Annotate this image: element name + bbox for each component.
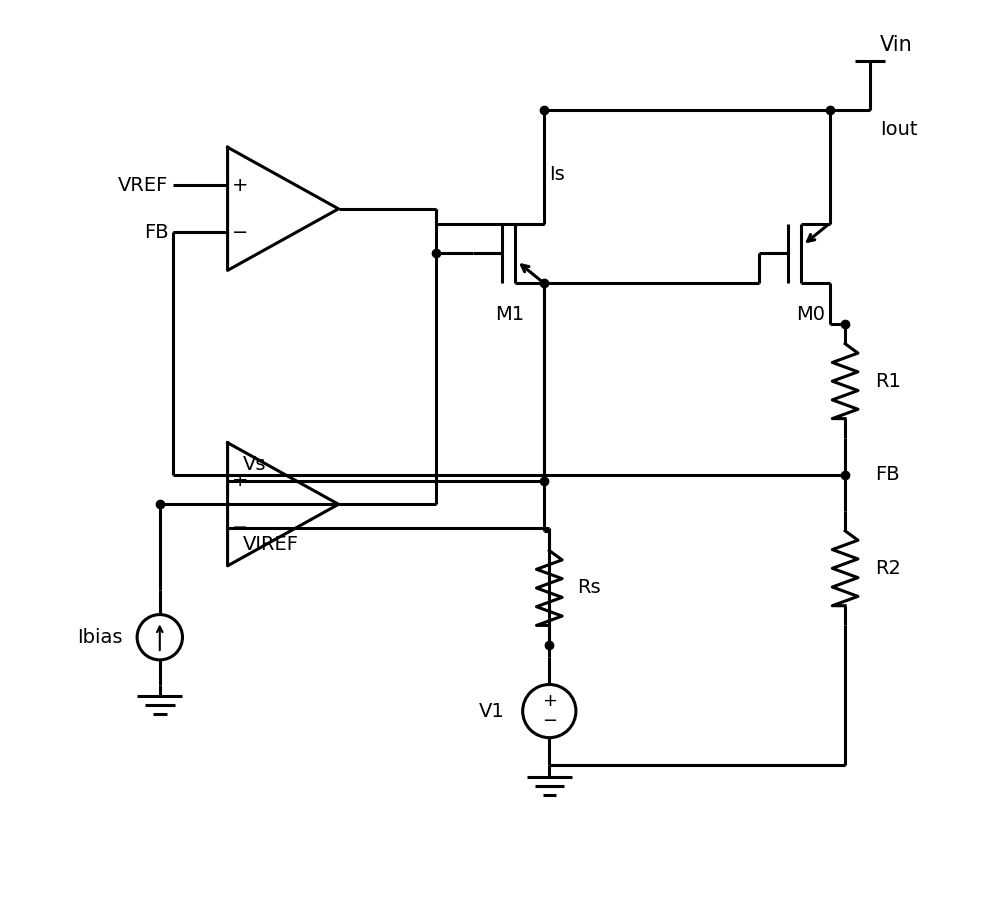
Text: R1: R1 bbox=[875, 371, 901, 391]
Text: Rs: Rs bbox=[577, 578, 601, 597]
Text: VIREF: VIREF bbox=[242, 534, 298, 554]
Text: Ibias: Ibias bbox=[77, 628, 122, 647]
Text: Is: Is bbox=[549, 165, 565, 184]
Text: +: + bbox=[232, 176, 249, 195]
Text: +: + bbox=[232, 471, 249, 490]
Text: V1: V1 bbox=[479, 702, 505, 721]
Text: FB: FB bbox=[144, 223, 168, 242]
Text: VREF: VREF bbox=[118, 176, 168, 195]
Text: Vin: Vin bbox=[880, 35, 912, 55]
Text: −: − bbox=[542, 712, 557, 730]
Text: Vs: Vs bbox=[242, 455, 266, 474]
Text: −: − bbox=[232, 223, 249, 242]
Text: −: − bbox=[232, 519, 249, 537]
Text: M0: M0 bbox=[796, 305, 825, 324]
Text: Iout: Iout bbox=[880, 120, 917, 139]
Text: R2: R2 bbox=[875, 559, 901, 577]
Text: M1: M1 bbox=[495, 305, 524, 324]
Text: FB: FB bbox=[875, 465, 899, 484]
Text: +: + bbox=[542, 693, 557, 710]
